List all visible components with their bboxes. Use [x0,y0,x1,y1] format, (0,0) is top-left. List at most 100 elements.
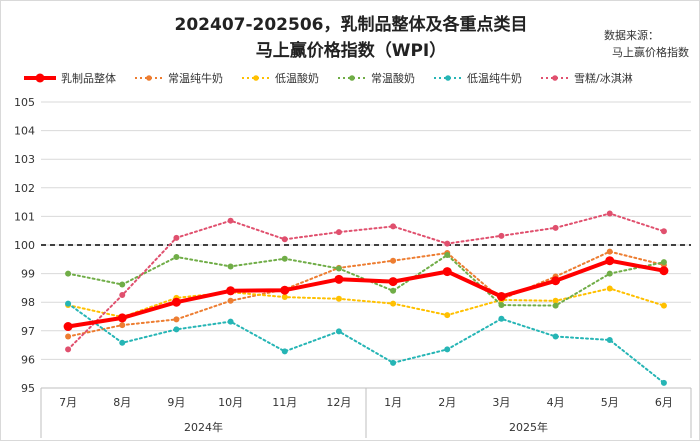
y-tick-label: 104 [14,125,35,138]
x-tick-label: 8月 [113,396,131,409]
data-point [605,256,615,266]
legend-label: 常温酸奶 [371,72,415,85]
y-tick-label: 97 [21,325,35,338]
data-point [390,287,397,294]
data-point [660,228,667,235]
x-tick-label: 6月 [655,396,673,409]
data-point [390,257,397,264]
data-point [119,322,126,329]
data-point [227,217,234,224]
y-tick-label: 100 [14,239,35,252]
legend-swatch [541,75,569,81]
y-tick-label: 98 [21,296,35,309]
data-point [173,254,180,261]
data-point [227,318,234,325]
data-point [660,259,667,266]
legend-label: 乳制品整体 [61,72,116,85]
y-tick-label: 103 [14,153,35,166]
data-point [173,326,180,333]
data-point [227,263,234,270]
chart-title-line-1: 202407-202506，乳制品整体及各重点类目 [174,15,528,35]
data-point [606,285,613,292]
data-point [498,315,505,322]
legend-label: 低温纯牛奶 [467,72,522,85]
data-point [171,297,181,307]
data-point [552,297,559,304]
data-point [444,312,451,319]
data-point [442,267,452,277]
data-point [390,300,397,307]
data-point [552,224,559,231]
legend-item: 常温纯牛奶 [134,70,223,86]
legend: 乳制品整体 常温纯牛奶 低温酸奶 常温酸奶 低温纯牛奶 雪糕/冰淇淋 [23,70,651,86]
legend-label: 雪糕/冰淇淋 [574,72,633,85]
data-point [281,255,288,262]
series-line [67,212,665,351]
series-line [67,287,665,319]
data-point [335,295,342,302]
data-point [444,252,451,259]
y-tick-label: 105 [14,96,35,109]
data-point [388,277,398,287]
x-tick-label: 4月 [547,396,565,409]
data-point [227,297,234,304]
data-point [119,281,126,288]
legend-item: 低温酸奶 [241,70,319,86]
legend-item: 常温酸奶 [337,70,415,86]
legend-item: 低温纯牛奶 [433,70,522,86]
legend-item: 乳制品整体 [23,70,116,86]
data-point [390,223,397,230]
x-tick-label: 7月 [59,396,77,409]
data-point [173,234,180,241]
legend-swatch [135,75,163,81]
data-point [606,248,613,255]
x-tick-label: 9月 [167,396,185,409]
data-point [119,339,126,346]
data-point [496,291,506,301]
legend-label: 低温酸奶 [275,72,319,85]
chart-title-line-2: 马上赢价格指数（WPI） [255,41,447,61]
series-line [67,302,665,384]
data-point [280,285,290,295]
data-point [65,270,72,277]
y-tick-label: 96 [21,353,35,366]
legend-label: 常温纯牛奶 [168,72,223,85]
data-point [281,294,288,301]
x-tick-label: 3月 [492,396,510,409]
x-tick-label: 1月 [384,396,402,409]
data-point [281,348,288,355]
y-tick-label: 95 [21,382,35,395]
data-point [119,292,126,299]
data-point [551,276,561,286]
legend-swatch [24,73,56,83]
data-point [281,236,288,243]
x-tick-label: 12月 [326,396,351,409]
x-year-group-label: 2024年 [184,420,223,434]
data-point [117,313,127,323]
data-point [226,286,236,296]
data-point [390,359,397,366]
source-value: 马上赢价格指数 [612,46,689,59]
x-tick-label: 2月 [438,396,456,409]
data-point [335,229,342,236]
series-line [66,258,666,329]
data-point [660,379,667,386]
data-point [173,316,180,323]
data-point [335,265,342,272]
data-point [606,270,613,277]
data-point [498,232,505,239]
data-point [63,322,73,332]
data-point [659,266,669,276]
data-point [444,346,451,353]
legend-swatch [242,75,270,81]
series-line [67,250,665,338]
source-label: 数据来源： [604,29,659,42]
data-point [65,300,72,307]
data-point [444,240,451,247]
data-point [606,210,613,217]
data-point [334,274,344,284]
x-tick-label: 10月 [218,396,243,409]
data-point [335,328,342,335]
